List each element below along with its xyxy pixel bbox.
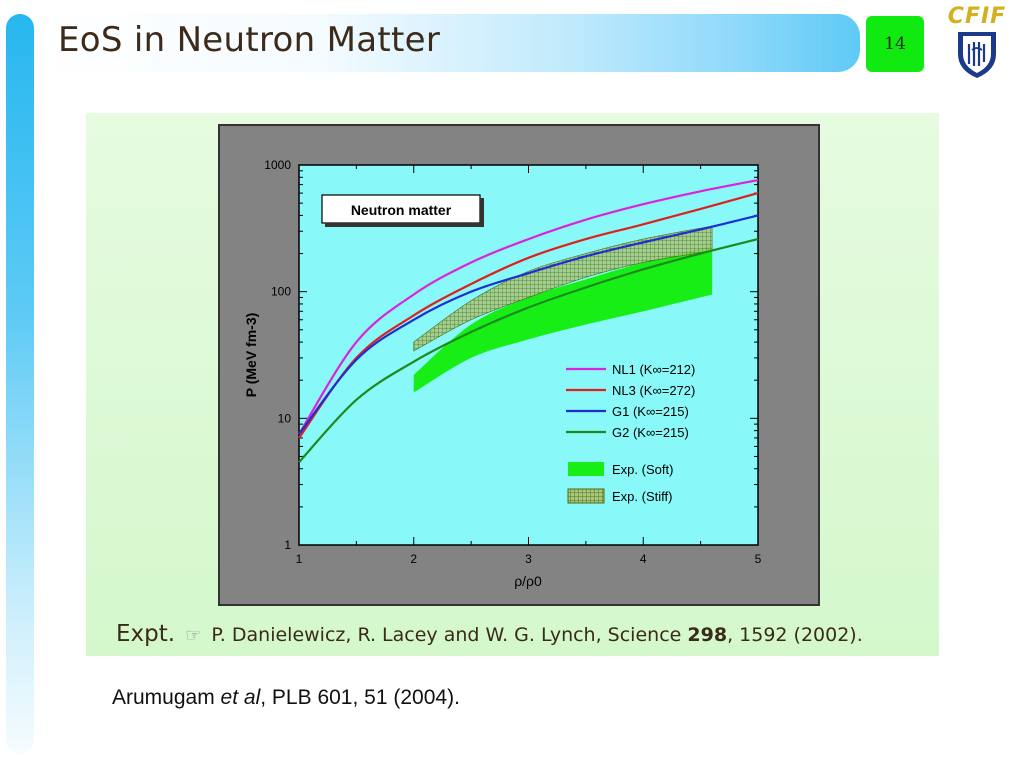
x-tick-label: 3 — [525, 552, 532, 566]
shield-icon — [958, 32, 996, 78]
left-accent-bar — [6, 14, 34, 754]
cfif-logo: CFIF — [937, 4, 1017, 80]
axis-ticks — [298, 164, 759, 546]
citation-lead: Expt. — [116, 621, 176, 647]
legend-label: Exp. (Stiff) — [612, 489, 672, 504]
pressure-density-chart: 1 2 3 4 5 1 10 100 1000 ρ/ρ0 P (MeV fm-3) Neutr… — [218, 124, 820, 606]
reference-text: Arumugam et al, PLB 601, 51 (2004). — [112, 686, 460, 709]
series-line-g1 — [298, 214, 759, 435]
figure-panel: 1 2 3 4 5 1 10 100 1000 ρ/ρ0 P (MeV fm-3) Neutr… — [86, 113, 939, 656]
x-tick-label: 1 — [296, 552, 303, 566]
chart-title-box: Neutron matter — [321, 194, 484, 227]
citation-pages: , 1592 (2002). — [727, 624, 863, 646]
reference-rest: , 51 (2004). — [352, 686, 460, 709]
reference-journal: PLB 601 — [271, 686, 353, 709]
x-axis-label: ρ/ρ0 — [514, 573, 542, 589]
page-title: EoS in Neutron Matter — [58, 20, 441, 60]
legend-label: Exp. (Soft) — [612, 462, 673, 477]
legend-swatch-exp-stiff — [567, 488, 605, 504]
reference-author: Arumugam — [112, 686, 215, 709]
chart-title: Neutron matter — [351, 202, 452, 218]
x-tick-label: 2 — [410, 552, 417, 566]
x-tick-label: 4 — [640, 552, 647, 566]
line-layer — [298, 179, 759, 464]
legend-label: G2 (K∞=215) — [612, 425, 689, 440]
y-tick-label: 100 — [271, 285, 291, 299]
y-axis-label: P (MeV fm-3) — [243, 313, 259, 398]
series-line-nl1 — [298, 179, 759, 435]
title-bar — [34, 14, 860, 72]
x-tick-label: 5 — [755, 552, 762, 566]
legend: NL1 (K∞=212) NL3 (K∞=272) G1 (K∞=215) G2 (K… — [566, 362, 695, 504]
page-number-badge: 14 — [866, 16, 924, 72]
y-tick-label: 1 — [284, 538, 291, 552]
legend-label: NL1 (K∞=212) — [612, 362, 695, 377]
y-tick-label: 1000 — [264, 158, 291, 172]
x-tick-labels: 1 2 3 4 5 — [296, 552, 762, 566]
page-number: 14 — [884, 34, 906, 54]
y-tick-label: 10 — [278, 411, 292, 425]
legend-label: NL3 (K∞=272) — [612, 383, 695, 398]
citation-volume: 298 — [687, 624, 728, 646]
series-line-g2 — [298, 238, 759, 464]
band-exp-soft — [413, 245, 713, 393]
pointing-hand-icon: ☞ — [185, 625, 202, 646]
citation: Expt. ☞ P. Danielewicz, R. Lacey and W. … — [116, 621, 863, 647]
series-line-nl3 — [298, 192, 759, 439]
y-tick-labels: 1 10 100 1000 — [264, 158, 291, 552]
legend-label: G1 (K∞=215) — [612, 404, 689, 419]
logo-text: CFIF — [947, 4, 1007, 29]
citation-authors: P. Danielewicz, R. Lacey and W. G. Lynch… — [211, 624, 682, 646]
legend-swatch-exp-soft — [568, 462, 604, 476]
reference-etal: et al — [220, 686, 261, 709]
